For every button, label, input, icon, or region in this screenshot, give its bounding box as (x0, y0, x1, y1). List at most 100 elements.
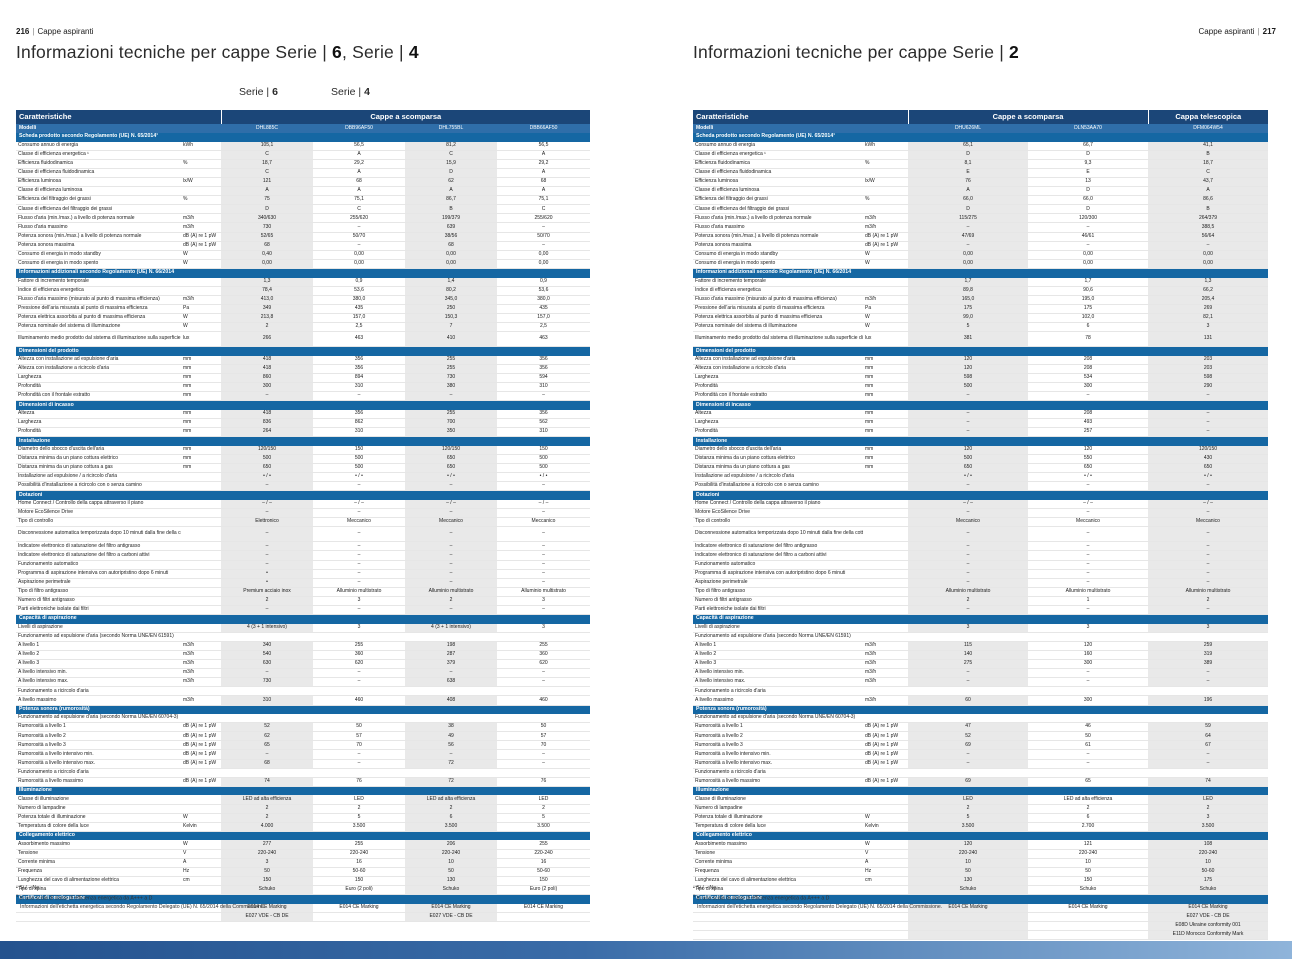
spec-row: Consumo di energia in modo standby W 0,40 0… (16, 250, 590, 260)
spec-value: LED ad alta efficienza (405, 795, 497, 805)
models-label: Modelli (693, 124, 908, 133)
spec-label: Assorbimento massimo (16, 840, 181, 850)
spec-row: Numero di lampadine 2 2 2 (693, 804, 1268, 814)
spec-row: Flusso d'aria massimo (misurato al punto… (16, 295, 590, 305)
spec-value: 8,1 (908, 159, 1028, 169)
spec-unit: kWh (181, 141, 221, 151)
spec-value: Meccanico (405, 517, 497, 528)
spec-value: 277 (221, 840, 313, 850)
spec-unit (181, 560, 221, 570)
subheader-row: Funzionamento a ricircolo d'aria (693, 686, 1268, 697)
spec-value: 75 (221, 195, 313, 206)
spec-value: 310 (313, 427, 405, 438)
spec-value: LED (1148, 795, 1268, 805)
section-row: Collegamento elettrico (693, 831, 1268, 841)
spec-value: 78 (1028, 331, 1148, 348)
spec-value: Meccanico (1148, 517, 1268, 528)
spec-value: 2 (221, 596, 313, 606)
spec-unit: mm (863, 427, 908, 438)
spec-value: 1,4 (405, 277, 497, 287)
section-row: Installazione (693, 436, 1268, 446)
spec-value: – (497, 677, 590, 688)
spec-label: Larghezza (16, 418, 181, 429)
spec-value: 380,0 (497, 295, 590, 305)
spec-unit: m3/h (863, 650, 908, 661)
spec-value: 10 (908, 858, 1028, 868)
section-label: Potenza sonora (rumorosità) (16, 705, 590, 715)
footnote-regulation: Informazioni dell'etichetta energetica s… (697, 903, 943, 910)
spec-value: – (1028, 508, 1148, 519)
spec-value: 1,3 (1148, 277, 1268, 287)
section-label: Capacità di aspirazione (16, 614, 590, 624)
spec-unit (181, 168, 221, 178)
spec-value (313, 912, 405, 922)
spec-value: – (1028, 241, 1148, 251)
spec-value: 257 (1028, 427, 1148, 438)
spec-row: Tipo di controllo Elettronico Meccanico Mec… (16, 517, 590, 528)
section-label: Dimensioni di incasso (693, 400, 1268, 410)
spec-value: 53,6 (497, 286, 590, 296)
section-row: Dimensioni di incasso (693, 400, 1268, 410)
spec-value: 3 (313, 623, 405, 633)
spec-row: Rumorosità a livello 2 dB (A) re 1 pW 62 57… (16, 731, 590, 742)
spec-row: E014 CE Marking E014 CE Marking E014 CE Ma… (693, 903, 1268, 913)
spec-value: 86,7 (405, 195, 497, 206)
spec-value: 360 (313, 650, 405, 661)
spec-value: 150 (221, 876, 313, 886)
spec-value: 534 (1028, 373, 1148, 384)
spec-label: Classe di efficienza fluidodinamica (693, 168, 863, 178)
spec-label: Efficienza fluidodinamica (693, 159, 863, 169)
section-row: Dimensioni di incasso (16, 400, 590, 410)
spec-value: 175 (1148, 876, 1268, 886)
spec-value: – (313, 578, 405, 588)
spec-row: Indice di efficienza energetica 89,8 90,6 6… (693, 286, 1268, 296)
spec-value: 0,00 (497, 259, 590, 269)
spec-label: Possibilità d'installazione a ricircolo … (16, 481, 181, 492)
subheader-row: Funzionamento a ricircolo d'aria (693, 768, 1268, 778)
model-name: DFM064W54 (1148, 124, 1268, 133)
spec-value: 0,9 (497, 277, 590, 287)
spec-value: E11D Morocco Conformity Mark (1148, 930, 1268, 940)
spec-row: A livello intensivo min. m3/h – – – – (16, 668, 590, 679)
spec-value: 67 (1148, 740, 1268, 751)
spec-label (16, 903, 181, 913)
spec-value: 550 (1028, 454, 1148, 464)
section-label: Potenza sonora (rumorosità) (693, 705, 1268, 715)
spec-row: Livelli di aspirazione 3 3 3 (693, 623, 1268, 633)
spec-value: Alluminio multistrato (1148, 587, 1268, 597)
spec-value: 220-240 (313, 849, 405, 859)
spec-value: 64 (1148, 731, 1268, 742)
spec-value: 68 (221, 241, 313, 251)
spec-unit: V (181, 849, 221, 859)
spec-label: Flusso d'aria massimo (693, 222, 863, 233)
footnotes-left: • Si / – No 1 In una scala di classi di … (16, 884, 265, 911)
spec-value: 205,4 (1148, 295, 1268, 305)
spec-unit: mm (181, 373, 221, 384)
spec-row: A livello massimo m3/h 60 300 196 (693, 695, 1268, 706)
characteristics-header: Caratteristiche (16, 110, 221, 124)
subheader-label: Funzionamento ad espulsione d'aria (seco… (693, 632, 1268, 642)
spec-value: 68 (497, 177, 590, 188)
section-label: Installazione (693, 436, 1268, 446)
spec-value: 75,1 (313, 195, 405, 206)
spec-row: Lunghezza del cavo di alimentazione elet… (693, 876, 1268, 886)
spec-value: E014 CE Marking (1148, 903, 1268, 913)
subheader-row: Funzionamento ad espulsione d'aria (seco… (16, 632, 590, 642)
spec-row: Rumorosità a livello massimo dB (A) re 1 … (16, 777, 590, 787)
spec-value: 4 (3 + 1 intensivo) (405, 623, 497, 633)
section-row: Potenza sonora (rumorosità) (16, 705, 590, 715)
spec-value: – (313, 605, 405, 616)
spec-label: Distanza minima da un piano cottura a ga… (16, 463, 181, 474)
spec-row: Frequenza Hz 50 50-60 50 50-60 (16, 867, 590, 877)
spec-row: Disconnessione automatica temporizzata d… (16, 526, 590, 543)
spec-row: Rumorosità a livello intensivo min. dB (A… (16, 749, 590, 760)
spec-label: Rumorosità a livello 1 (693, 722, 863, 733)
section-row: Informazioni addizionali secondo Regolam… (693, 268, 1268, 278)
section-label: Dimensioni del prodotto (693, 346, 1268, 356)
spec-unit: Kelvin (863, 822, 908, 832)
spec-unit (863, 623, 908, 633)
spec-value: 46/61 (1028, 232, 1148, 242)
spec-row: Tensione V 220-240 220-240 220-240 220-240 (16, 849, 590, 859)
spec-value: 208 (1028, 364, 1148, 375)
spec-value: 56,5 (313, 141, 405, 151)
